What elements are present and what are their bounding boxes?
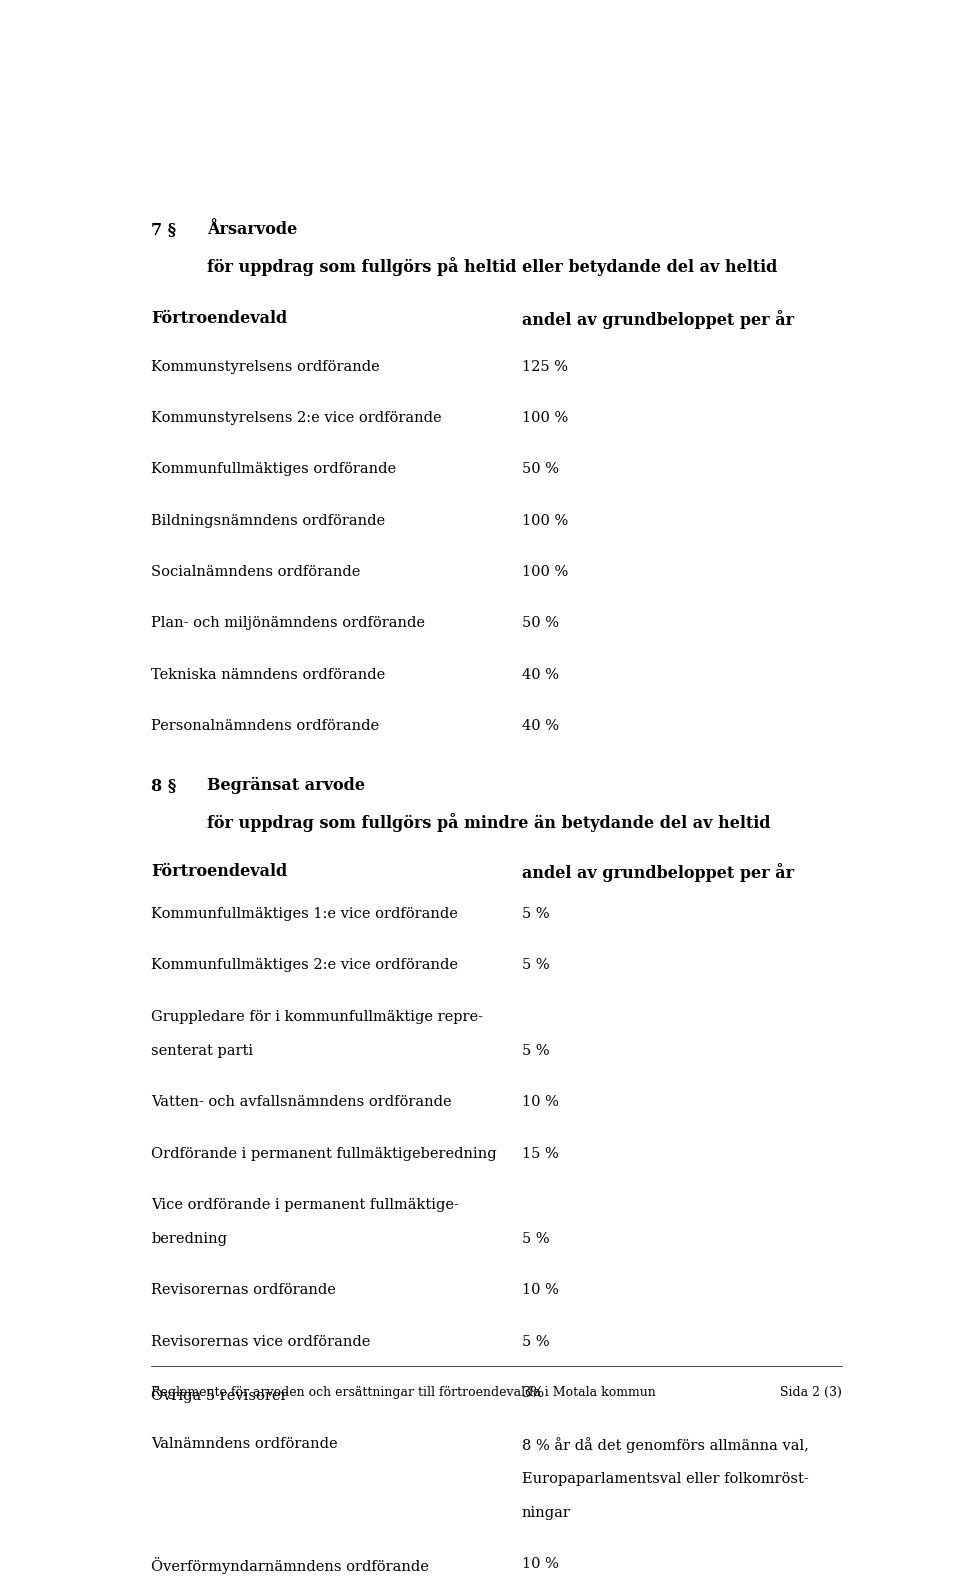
- Text: 40 %: 40 %: [522, 719, 559, 733]
- Text: Kommunfullmäktiges ordförande: Kommunfullmäktiges ordförande: [152, 462, 396, 476]
- Text: 10 %: 10 %: [522, 1284, 559, 1298]
- Text: Kommunstyrelsens ordförande: Kommunstyrelsens ordförande: [152, 360, 380, 373]
- Text: Förtroendevald: Förtroendevald: [152, 863, 287, 879]
- Text: Bildningsnämndens ordförande: Bildningsnämndens ordförande: [152, 514, 385, 527]
- Text: Kommunstyrelsens 2:e vice ordförande: Kommunstyrelsens 2:e vice ordförande: [152, 411, 442, 425]
- Text: 7 §: 7 §: [152, 221, 177, 238]
- Text: Kommunfullmäktiges 2:e vice ordförande: Kommunfullmäktiges 2:e vice ordförande: [152, 959, 458, 973]
- Text: Socialnämndens ordförande: Socialnämndens ordförande: [152, 565, 361, 579]
- Text: beredning: beredning: [152, 1232, 228, 1246]
- Text: 8 % år då det genomförs allmänna val,: 8 % år då det genomförs allmänna val,: [522, 1438, 808, 1454]
- Text: ningar: ningar: [522, 1506, 570, 1520]
- Text: för uppdrag som fullgörs på heltid eller betydande del av heltid: för uppdrag som fullgörs på heltid eller…: [207, 257, 778, 276]
- Text: Plan- och miljönämndens ordförande: Plan- och miljönämndens ordförande: [152, 616, 425, 630]
- Text: 10 %: 10 %: [522, 1557, 559, 1571]
- Text: Valnämndens ordförande: Valnämndens ordförande: [152, 1438, 338, 1452]
- Text: 5 %: 5 %: [522, 959, 549, 973]
- Text: Revisorernas ordförande: Revisorernas ordförande: [152, 1284, 336, 1298]
- Text: Sida 2 (3): Sida 2 (3): [780, 1385, 842, 1398]
- Text: Tekniska nämndens ordförande: Tekniska nämndens ordförande: [152, 668, 386, 681]
- Text: Vice ordförande i permanent fullmäktige-: Vice ordförande i permanent fullmäktige-: [152, 1198, 459, 1212]
- Text: 8 §: 8 §: [152, 778, 177, 794]
- Text: senterat parti: senterat parti: [152, 1044, 253, 1059]
- Text: för uppdrag som fullgörs på mindre än betydande del av heltid: för uppdrag som fullgörs på mindre än be…: [207, 813, 771, 832]
- Text: Europaparlamentsval eller folkomröst-: Europaparlamentsval eller folkomröst-: [522, 1471, 808, 1485]
- Text: Reglemente för arvoden och ersättningar till förtroendevalda i Motala kommun: Reglemente för arvoden och ersättningar …: [152, 1385, 656, 1398]
- Text: 3%: 3%: [522, 1385, 545, 1400]
- Text: 100 %: 100 %: [522, 411, 568, 425]
- Text: 5 %: 5 %: [522, 1232, 549, 1246]
- Text: 100 %: 100 %: [522, 565, 568, 579]
- Text: Revisorernas vice ordförande: Revisorernas vice ordförande: [152, 1335, 371, 1349]
- Text: 50 %: 50 %: [522, 616, 559, 630]
- Text: Ordförande i permanent fullmäktigeberedning: Ordförande i permanent fullmäktigeberedn…: [152, 1146, 497, 1160]
- Text: 5 %: 5 %: [522, 908, 549, 920]
- Text: Personalnämndens ordförande: Personalnämndens ordförande: [152, 719, 379, 733]
- Text: 40 %: 40 %: [522, 668, 559, 681]
- Text: 50 %: 50 %: [522, 462, 559, 476]
- Text: 100 %: 100 %: [522, 514, 568, 527]
- Text: andel av grundbeloppet per år: andel av grundbeloppet per år: [522, 863, 794, 881]
- Text: 5 %: 5 %: [522, 1044, 549, 1059]
- Text: Gruppledare för i kommunfullmäktige repre-: Gruppledare för i kommunfullmäktige repr…: [152, 1009, 483, 1024]
- Text: Vatten- och avfallsnämndens ordförande: Vatten- och avfallsnämndens ordförande: [152, 1095, 452, 1109]
- Text: Förtroendevald: Förtroendevald: [152, 309, 287, 327]
- Text: Årsarvode: Årsarvode: [207, 221, 298, 238]
- Text: 125 %: 125 %: [522, 360, 567, 373]
- Text: Begränsat arvode: Begränsat arvode: [207, 778, 365, 794]
- Text: andel av grundbeloppet per år: andel av grundbeloppet per år: [522, 309, 794, 329]
- Text: Kommunfullmäktiges 1:e vice ordförande: Kommunfullmäktiges 1:e vice ordförande: [152, 908, 458, 920]
- Text: Övriga 5 revisorer: Övriga 5 revisorer: [152, 1385, 288, 1403]
- Text: Överförmyndarnämndens ordförande: Överförmyndarnämndens ordförande: [152, 1557, 429, 1574]
- Text: 5 %: 5 %: [522, 1335, 549, 1349]
- Text: 15 %: 15 %: [522, 1146, 559, 1160]
- Text: 10 %: 10 %: [522, 1095, 559, 1109]
